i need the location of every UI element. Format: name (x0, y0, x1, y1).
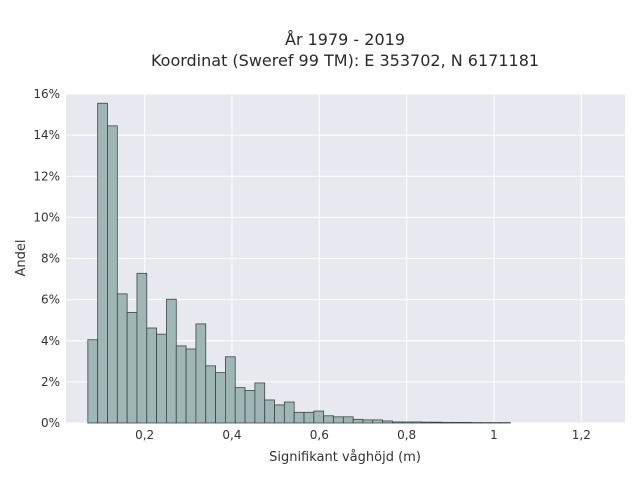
histogram-bar (107, 125, 118, 424)
histogram-bar (146, 327, 158, 424)
histogram-bar (205, 365, 216, 424)
histogram-bar (372, 419, 384, 424)
histogram-bar (175, 345, 187, 424)
histogram-bar (333, 416, 344, 424)
histogram-bar (421, 421, 433, 424)
histogram-bar (116, 293, 128, 424)
chart-title-line-2: Koordinat (Sweref 99 TM): E 353702, N 61… (151, 51, 539, 70)
histogram-bar (254, 382, 266, 424)
y-tick-label: 4% (41, 334, 60, 348)
histogram-bar (313, 410, 325, 424)
x-tick-label: 1 (490, 428, 498, 442)
histogram-bar (215, 372, 226, 424)
histogram-bar (195, 323, 207, 424)
x-tick-label: 0,6 (310, 428, 329, 442)
y-tick-label: 14% (33, 128, 60, 142)
x-axis-label: Signifikant våghöjd (m) (269, 450, 421, 465)
y-tick-label: 16% (33, 87, 60, 101)
histogram-bar (126, 311, 138, 424)
histogram-bar (234, 387, 246, 424)
y-tick-label: 10% (33, 210, 60, 224)
y-axis-label: Andel (14, 240, 29, 277)
histogram-bar (225, 356, 236, 424)
x-tick-label: 0,2 (135, 428, 154, 442)
x-tick-label: 0,4 (222, 428, 241, 442)
y-tick-label: 6% (41, 293, 60, 307)
histogram-bar (451, 421, 462, 424)
histogram-bar (264, 399, 275, 424)
histogram-bar (185, 348, 197, 424)
histogram-bar (244, 390, 256, 424)
chart-title-line-1: År 1979 - 2019 (285, 30, 405, 49)
histogram-bar (156, 333, 167, 424)
histogram-bar (392, 421, 403, 424)
histogram-bar (293, 411, 305, 424)
histogram-bar (411, 421, 423, 424)
histogram-bar (401, 421, 413, 424)
histogram-bar (166, 298, 177, 424)
y-tick-label: 0% (41, 416, 60, 430)
histogram-bar (87, 339, 99, 424)
histogram-bars (87, 102, 511, 424)
histogram-bar (460, 421, 472, 424)
histogram-bar (97, 102, 108, 424)
histogram-bar (362, 419, 374, 424)
x-tick-label: 1,2 (572, 428, 591, 442)
tick-labels: 0% 2% 4% 6% 8% 10% 12% 14% 16% 0,2 0,4 0,6 0,8 1 1,2 (33, 87, 591, 442)
histogram-bar (352, 418, 364, 424)
histogram-bar (441, 421, 452, 424)
y-tick-label: 2% (41, 375, 60, 389)
histogram-bar (136, 272, 148, 424)
y-tick-label: 8% (41, 252, 60, 266)
histogram-bar (382, 420, 393, 424)
histogram-bar (431, 421, 442, 424)
histogram-bar (303, 411, 315, 424)
x-tick-label: 0,8 (397, 428, 416, 442)
histogram-bar (323, 415, 334, 424)
histogram-bar (274, 404, 285, 424)
y-tick-label: 12% (33, 169, 60, 183)
histogram-bar (283, 401, 295, 424)
histogram-bar (342, 416, 354, 424)
